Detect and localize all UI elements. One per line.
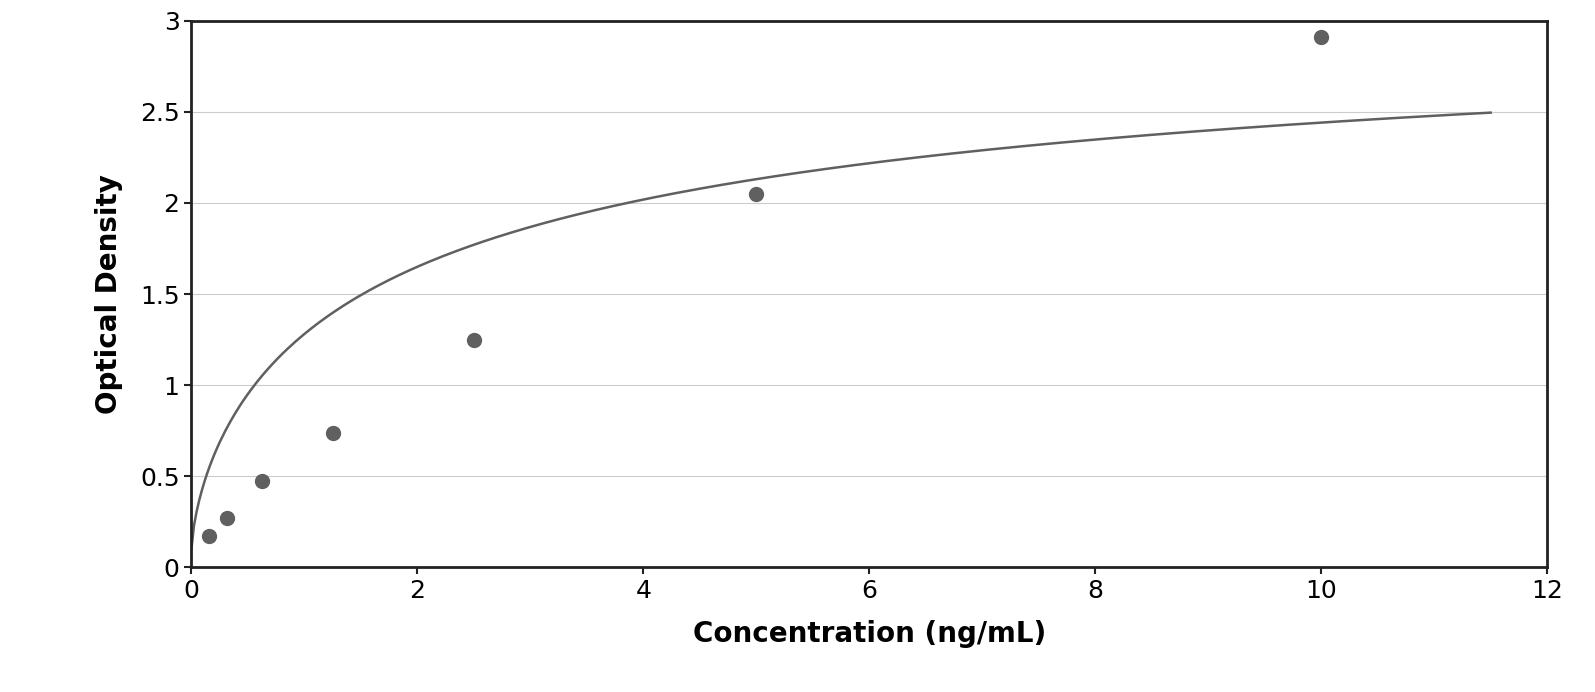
Point	[214, 513, 239, 524]
Point	[321, 427, 346, 438]
Point	[196, 530, 222, 541]
Point	[1308, 32, 1333, 43]
Point	[743, 188, 769, 199]
Point	[249, 475, 274, 486]
X-axis label: Concentration (ng/mL): Concentration (ng/mL)	[692, 620, 1046, 648]
Y-axis label: Optical Density: Optical Density	[96, 174, 123, 414]
Point	[461, 334, 486, 345]
